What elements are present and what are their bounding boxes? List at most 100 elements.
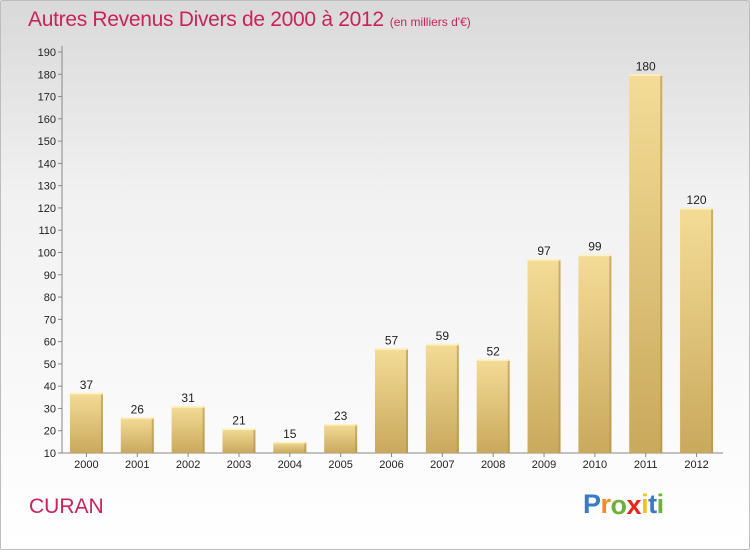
x-tick-label: 2005: [328, 459, 352, 471]
bar-edge: [507, 359, 510, 453]
bar-highlight: [273, 441, 307, 444]
data-label-2005: 23: [334, 409, 348, 423]
data-label-2010: 99: [588, 240, 602, 254]
x-tick-label: 2010: [583, 459, 607, 471]
bar-highlight: [375, 348, 408, 350]
bar-highlight: [69, 392, 103, 395]
bar-highlight: [629, 74, 663, 76]
data-label-2001: 26: [131, 402, 145, 416]
bar-edge: [406, 348, 408, 453]
data-label-2008: 52: [487, 344, 501, 358]
y-tick-label: 60: [44, 337, 56, 349]
data-label-2004: 15: [283, 427, 297, 441]
y-tick-label: 170: [38, 92, 56, 104]
x-tick-label: 2007: [430, 459, 454, 471]
y-tick-label: 90: [44, 270, 56, 282]
bar-2001: [120, 417, 154, 453]
bar-2005: [324, 424, 358, 453]
bar-edge: [711, 207, 714, 453]
y-tick-label: 160: [38, 114, 56, 126]
x-tick-label: 2002: [176, 459, 200, 471]
bar-2010: [578, 254, 612, 453]
y-tick-label: 40: [44, 381, 56, 393]
y-tick-label: 20: [44, 426, 56, 438]
x-tick-label: 2011: [634, 459, 658, 471]
chart-title: Autres Revenus Divers de 2000 à 2012 (en …: [28, 8, 471, 32]
logo-letter: i: [656, 489, 665, 519]
x-tick-label: 2003: [227, 459, 251, 471]
bar-2009: [527, 259, 561, 453]
chart-title-text: Autres Revenus Divers de 2000 à 2012: [28, 8, 384, 31]
bar-highlight: [425, 343, 459, 346]
bar-2011: [629, 74, 663, 454]
data-label-2011: 180: [636, 59, 656, 73]
logo-letter: P: [583, 489, 601, 519]
bar-2006: [375, 348, 408, 453]
proxiti-logo: Proxiti: [583, 489, 664, 520]
bar-edge: [456, 343, 459, 453]
y-tick-label: 130: [38, 181, 56, 193]
data-label-2012: 120: [687, 193, 707, 207]
place-name: CURAN: [29, 495, 104, 518]
chart-subtitle: (en milliers d'€): [389, 15, 471, 29]
bar-2008: [476, 359, 510, 453]
y-tick-label: 120: [38, 203, 56, 215]
logo-letter: r: [600, 489, 612, 519]
data-label-2000: 37: [80, 378, 94, 392]
data-label-2002: 31: [181, 391, 195, 405]
bar-2000: [69, 392, 103, 453]
x-tick-label: 2006: [379, 459, 403, 471]
bar-2007: [425, 343, 459, 453]
y-tick-label: 80: [44, 292, 56, 304]
x-tick-label: 2012: [684, 459, 708, 471]
bar-2004: [273, 441, 307, 453]
y-tick-label: 140: [38, 158, 56, 170]
bar-highlight: [222, 428, 256, 430]
data-label-2003: 21: [232, 413, 246, 427]
logo-letter: x: [626, 490, 642, 520]
y-tick-label: 100: [38, 248, 56, 260]
bar-highlight: [120, 417, 154, 419]
bar-edge: [100, 392, 103, 453]
y-tick-label: 10: [44, 448, 56, 460]
bar-highlight: [171, 406, 205, 408]
x-tick-label: 2008: [481, 459, 505, 471]
bar-series: [69, 74, 714, 454]
y-tick-label: 70: [44, 314, 56, 326]
x-tick-label: 2000: [74, 459, 98, 471]
bar-highlight: [476, 359, 510, 361]
y-tick-label: 110: [38, 225, 56, 237]
data-label-2009: 97: [537, 244, 551, 258]
bar-2003: [222, 428, 256, 453]
bar-edge: [304, 441, 307, 453]
bar-edge: [202, 406, 205, 453]
y-tick-label: 180: [38, 69, 56, 81]
bar-highlight: [680, 207, 714, 210]
y-tick-label: 50: [44, 359, 56, 371]
bar-edge: [355, 424, 358, 453]
y-tick-label: 150: [38, 136, 56, 148]
data-labels: 37 26 31 21 15 23 57 59 52 97 99 180 120: [80, 59, 707, 441]
x-tick-label: 2004: [278, 459, 302, 471]
bar-highlight: [578, 254, 612, 257]
y-tick-label: 30: [44, 403, 56, 415]
bar-2012: [680, 207, 714, 453]
data-label-2006: 57: [385, 333, 399, 347]
bar-edge: [660, 74, 663, 454]
bar-highlight: [324, 424, 358, 426]
bar-edge: [253, 428, 256, 453]
x-tick-label: 2009: [532, 459, 556, 471]
logo-letter: o: [610, 490, 628, 520]
logo-letter: t: [648, 489, 657, 519]
x-tick-label: 2001: [125, 459, 149, 471]
bar-highlight: [527, 259, 561, 261]
data-label-2007: 59: [436, 329, 450, 343]
logo-letter: i: [641, 489, 649, 519]
bar-edge: [151, 417, 154, 453]
y-tick-label: 190: [38, 47, 56, 59]
bar-2002: [171, 406, 205, 453]
bar-edge: [558, 259, 561, 453]
bar-edge: [609, 254, 612, 453]
